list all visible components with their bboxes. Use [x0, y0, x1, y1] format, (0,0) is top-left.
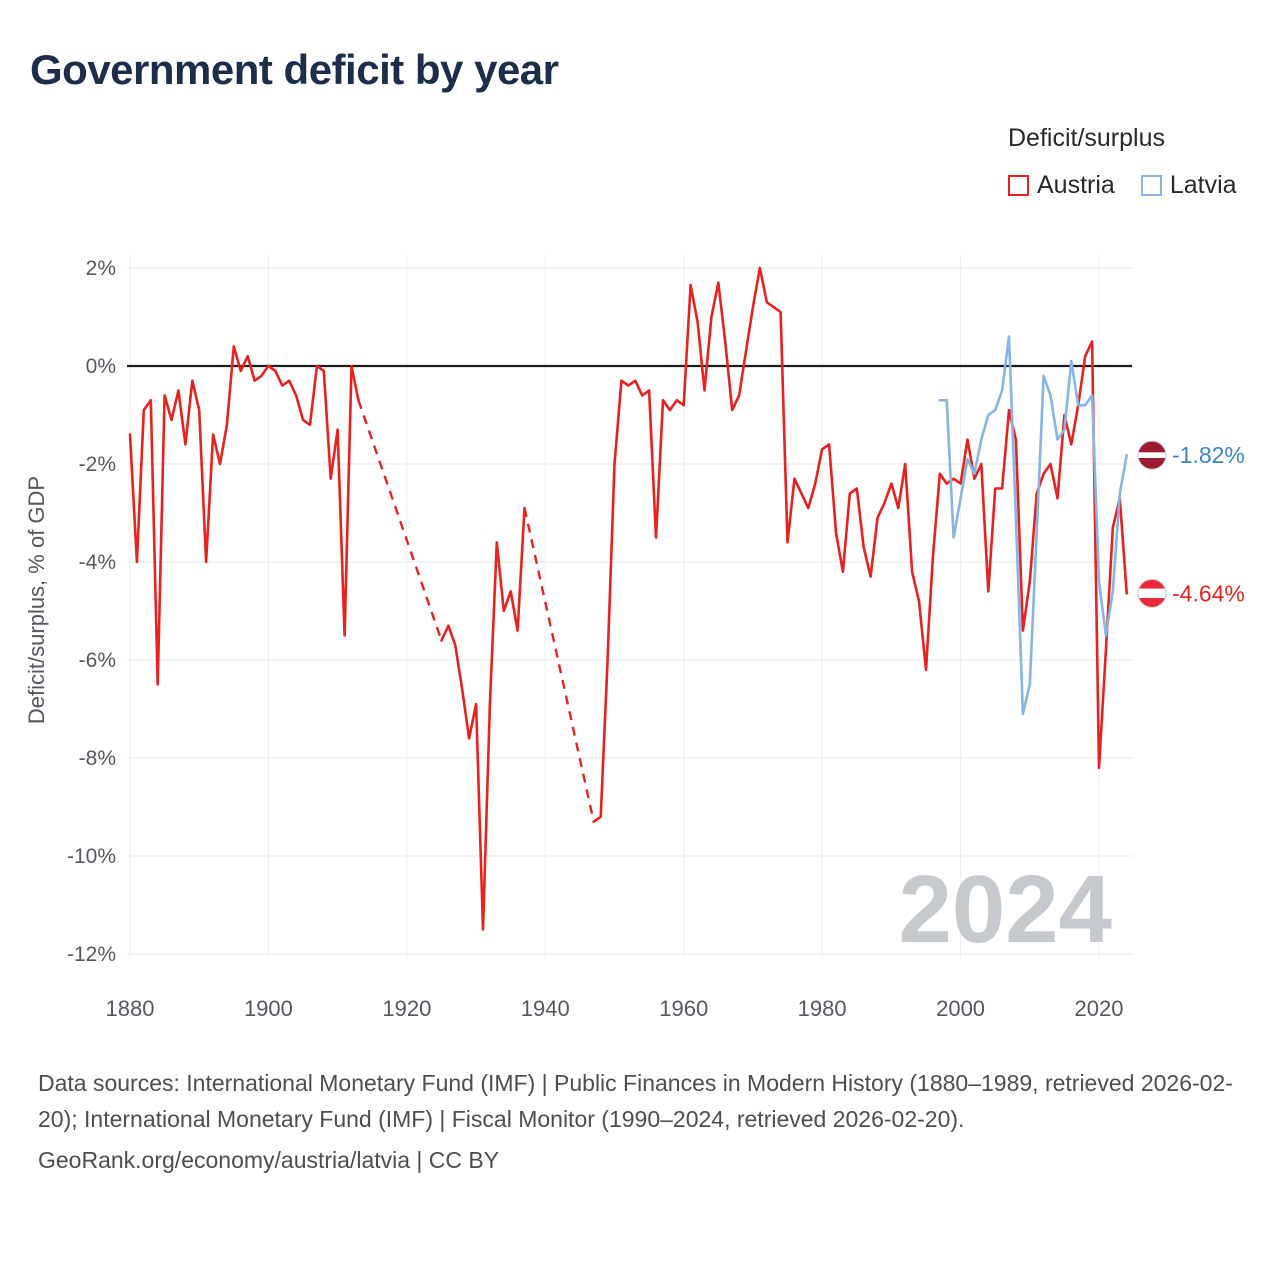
- austria-swatch-icon: [1008, 175, 1029, 196]
- x-tick-label: 1920: [382, 996, 431, 1021]
- austria-line: [592, 266, 1128, 824]
- y-tick-label: -6%: [79, 649, 116, 672]
- y-tick-label: -4%: [79, 551, 116, 574]
- y-tick-label: 0%: [86, 355, 116, 378]
- watermark-year: 2024: [898, 856, 1112, 963]
- legend-item-austria[interactable]: Austria: [1008, 171, 1115, 200]
- latvia-end-value-label: -1.82%: [1172, 442, 1245, 468]
- x-tick-label: 1960: [659, 996, 708, 1021]
- legend: Deficit/surplus Austria Latvia: [1008, 124, 1237, 200]
- austria-line: [440, 506, 526, 931]
- x-tick-label: 1980: [798, 996, 847, 1021]
- legend-item-latvia[interactable]: Latvia: [1140, 171, 1237, 200]
- austria-flag-icon: [1138, 579, 1166, 608]
- austria-line-interpolated: [357, 399, 443, 641]
- legend-label-latvia: Latvia: [1169, 171, 1237, 199]
- legend-title: Deficit/surplus: [1008, 124, 1165, 152]
- data-sources-text: Data sources: International Monetary Fun…: [38, 1070, 1233, 1132]
- y-tick-label: 2%: [86, 257, 116, 280]
- latvia-flag-border: [1137, 440, 1167, 470]
- austria-line: [128, 345, 360, 686]
- x-tick-label: 2000: [936, 996, 985, 1021]
- latvia-flag-icon: [1138, 441, 1166, 470]
- austria-flag-border: [1137, 578, 1167, 608]
- y-axis-label: Deficit/surplus, % of GDP: [24, 476, 49, 724]
- y-tick-label: -12%: [67, 943, 116, 966]
- x-tick-label: 2020: [1075, 996, 1124, 1021]
- y-tick-label: -2%: [79, 453, 116, 476]
- legend-label-austria: Austria: [1037, 171, 1115, 199]
- x-tick-label: 1880: [106, 996, 155, 1021]
- latvia-line: [938, 335, 1128, 716]
- x-tick-label: 1940: [521, 996, 570, 1021]
- y-tick-label: -8%: [79, 747, 116, 770]
- attribution-link[interactable]: GeoRank.org/economy/austria/latvia | CC …: [38, 1147, 500, 1174]
- austria-line-interpolated: [523, 507, 595, 822]
- x-tick-label: 1900: [244, 996, 293, 1021]
- latvia-swatch-icon: [1140, 175, 1162, 196]
- austria-end-value-label: -4.64%: [1172, 580, 1245, 606]
- legend-items: Austria Latvia: [1008, 171, 1237, 200]
- footer: Data sources: International Monetary Fun…: [38, 1066, 1250, 1183]
- y-tick-label: -10%: [67, 845, 116, 868]
- page-title: Government deficit by year: [30, 46, 559, 93]
